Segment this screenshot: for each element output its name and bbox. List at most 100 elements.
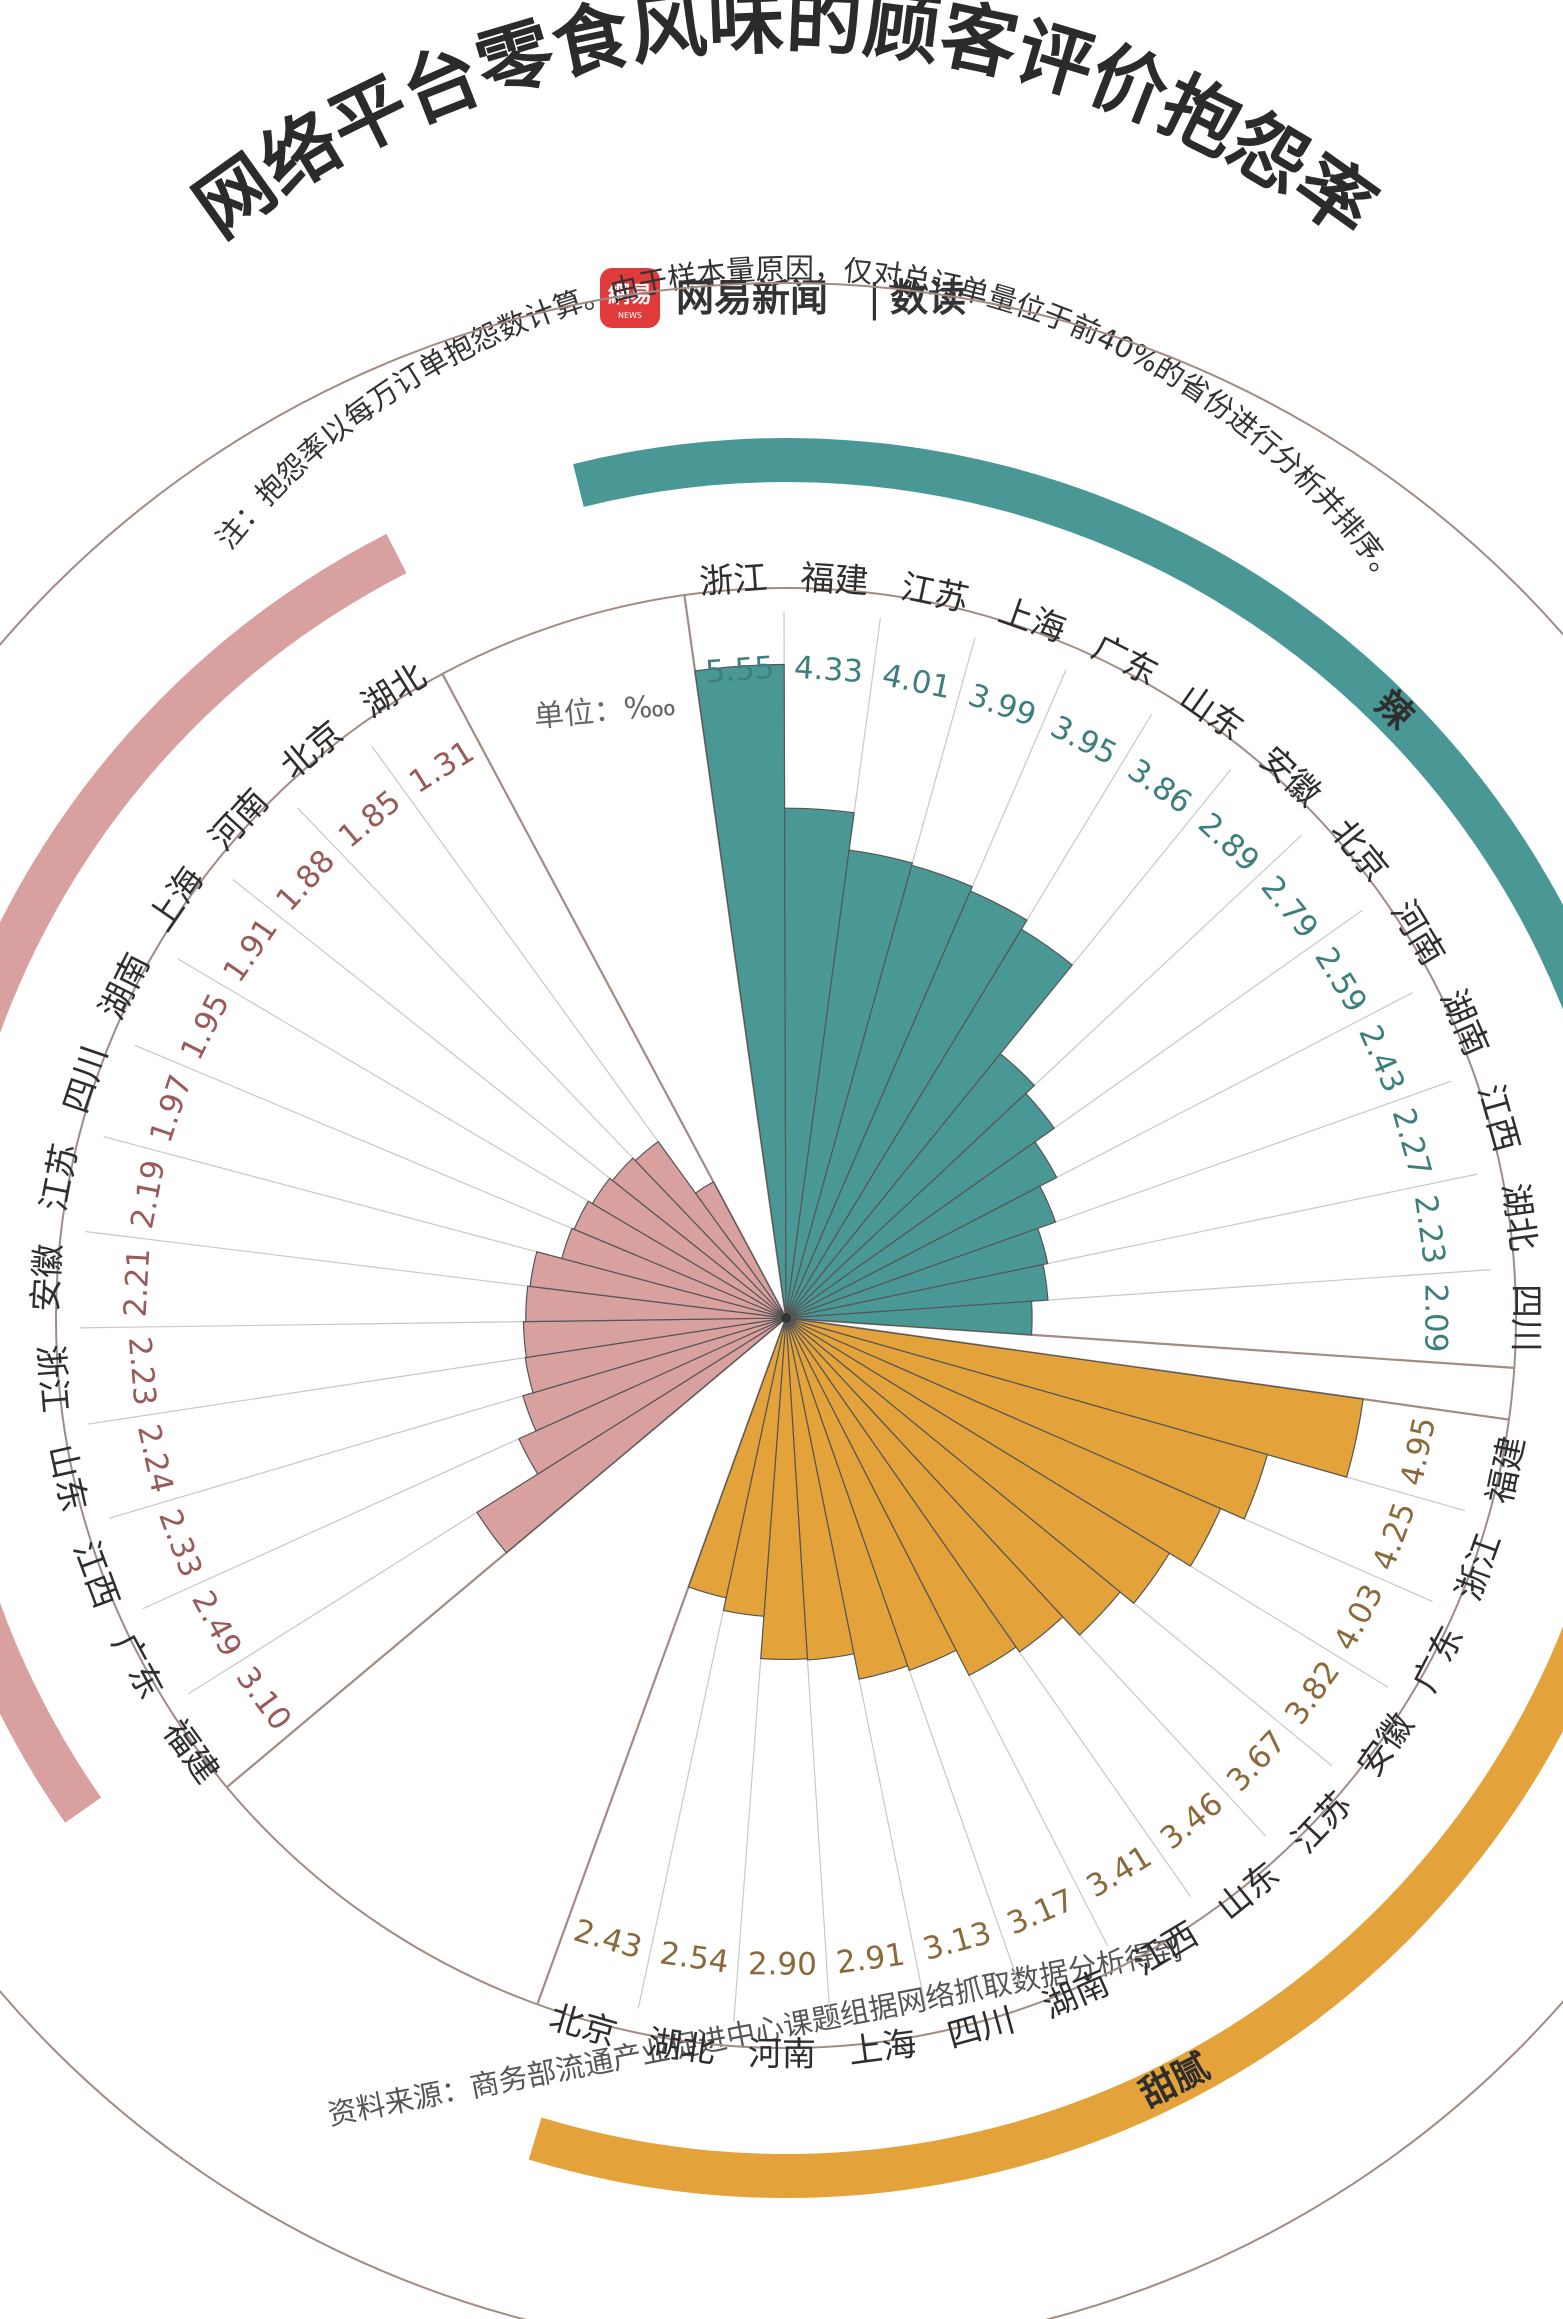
bar-咸-四川 xyxy=(561,1227,787,1319)
value-label: 2.43 xyxy=(1351,1020,1412,1098)
bar-咸-山东 xyxy=(524,1317,787,1394)
bar-甜腻-江苏 xyxy=(785,1317,1121,1636)
value-label: 2.27 xyxy=(1385,1104,1438,1180)
value-label: 3.10 xyxy=(229,1660,299,1737)
value-label: 2.09 xyxy=(1418,1283,1454,1352)
province-label: 北京 xyxy=(545,1997,621,2054)
value-label: 1.85 xyxy=(332,783,408,855)
bar-辣-湖南 xyxy=(785,1185,1057,1319)
province-label: 浙江 xyxy=(1449,1528,1510,1606)
bar-辣-江西 xyxy=(785,1227,1049,1319)
bar-辣-湖北 xyxy=(785,1263,1049,1319)
value-label: 5.55 xyxy=(704,650,775,691)
band-甜腻 xyxy=(528,1626,1563,2198)
bar-甜腻-上海 xyxy=(785,1317,855,1661)
center-dot xyxy=(781,1313,791,1323)
province-label: 福建 xyxy=(155,1712,227,1791)
value-label: 2.33 xyxy=(151,1505,209,1582)
bar-辣-福建 xyxy=(783,807,855,1319)
chart-title: 网络平台零食风味的顾客评价抱怨率 xyxy=(178,0,1391,254)
chart-ring xyxy=(55,587,1517,2049)
bar-甜腻-山东 xyxy=(785,1317,1064,1653)
bar-咸-浙江 xyxy=(522,1317,787,1359)
value-label: 1.97 xyxy=(143,1070,199,1147)
province-label: 河南 xyxy=(202,782,277,859)
bar-甜腻-江西 xyxy=(785,1317,1017,1677)
bar-辣-山东 xyxy=(785,928,1074,1319)
province-label: 上海 xyxy=(141,860,212,939)
bar-甜腻-浙江 xyxy=(785,1317,1269,1520)
value-label: 2.49 xyxy=(184,1585,248,1663)
province-label: 湖南 xyxy=(1432,984,1496,1062)
province-label: 江西 xyxy=(1470,1080,1527,1156)
province-label: 湖南 xyxy=(92,947,158,1026)
rings-layer xyxy=(0,282,1563,2319)
value-label: 2.90 xyxy=(748,1946,817,1982)
chart-title-text: 网络平台零食风味的顾客评价抱怨率 xyxy=(178,0,1391,254)
province-label: 北京 xyxy=(1322,812,1396,890)
bar-甜腻-广东 xyxy=(785,1317,1222,1567)
province-label: 福建 xyxy=(1480,1433,1533,1508)
value-label: 4.25 xyxy=(1366,1498,1423,1575)
bar-咸-安徽 xyxy=(525,1285,787,1323)
bar-辣-广东 xyxy=(785,890,1028,1319)
province-label: 山东 xyxy=(1209,1854,1287,1928)
province-label: 上海 xyxy=(846,2024,919,2073)
province-label: 湖北 xyxy=(1494,1181,1543,1254)
bar-甜腻-四川 xyxy=(785,1317,909,1680)
province-label: 上海 xyxy=(993,590,1070,650)
value-label: 3.86 xyxy=(1121,752,1198,821)
province-label: 湖北 xyxy=(645,2022,718,2071)
brand-section: 数读 xyxy=(890,276,966,320)
unit-label: 单位：‱ xyxy=(533,688,678,735)
bar-咸-河南 xyxy=(611,1157,787,1319)
value-label: 1.31 xyxy=(403,734,481,801)
province-label: 江苏 xyxy=(897,567,972,620)
province-label: 浙江 xyxy=(698,558,769,603)
value-label: 2.21 xyxy=(118,1247,158,1318)
value-label: 2.24 xyxy=(130,1421,180,1496)
province-label: 浙江 xyxy=(29,1343,74,1414)
bar-甜腻-河南 xyxy=(760,1317,809,1661)
province-label: 安徽 xyxy=(1350,1706,1422,1785)
province-label: 四川 xyxy=(56,1041,116,1118)
province-label: 江西 xyxy=(65,1536,126,1614)
bar-咸-上海 xyxy=(591,1177,787,1319)
value-label: 2.54 xyxy=(658,1935,731,1980)
bar-甜腻-北京 xyxy=(687,1317,787,1599)
bar-辣-安徽 xyxy=(785,1052,1036,1319)
bar-辣-江苏 xyxy=(785,849,914,1319)
value-label: 1.95 xyxy=(174,988,237,1066)
province-label: 湖北 xyxy=(355,656,434,726)
bar-辣-四川 xyxy=(785,1300,1033,1336)
province-label: 河南 xyxy=(748,2034,816,2074)
province-label: 山东 xyxy=(1172,677,1251,749)
value-label: 3.17 xyxy=(1002,1882,1080,1942)
bar-辣-浙江 xyxy=(694,663,787,1319)
value-label: 1.91 xyxy=(216,912,285,989)
province-label: 北京 xyxy=(273,713,351,787)
value-label: 2.89 xyxy=(1191,806,1266,879)
province-label: 安徽 xyxy=(1251,739,1328,815)
province-label: 江苏 xyxy=(34,1140,86,1214)
value-label: 3.95 xyxy=(1045,709,1123,773)
value-label: 2.43 xyxy=(570,1913,646,1967)
value-label: 2.91 xyxy=(834,1937,907,1982)
province-label: 江苏 xyxy=(1284,1784,1360,1861)
value-label: 3.82 xyxy=(1278,1654,1347,1731)
outer-ring xyxy=(0,282,1563,2319)
bar-甜腻-湖南 xyxy=(785,1317,957,1672)
brand-logo-sub: NEWS xyxy=(618,311,642,320)
value-label: 4.01 xyxy=(879,657,954,706)
value-label: 1.88 xyxy=(269,843,342,918)
bar-咸-江西 xyxy=(522,1317,787,1432)
bars-layer xyxy=(476,663,1364,1680)
province-label: 福建 xyxy=(799,558,869,602)
value-label: 2.59 xyxy=(1307,941,1374,1019)
value-label: 3.13 xyxy=(919,1915,995,1968)
value-label: 4.33 xyxy=(793,650,864,690)
province-label: 安徽 xyxy=(26,1243,70,1313)
brand-logo-icon xyxy=(600,268,660,328)
